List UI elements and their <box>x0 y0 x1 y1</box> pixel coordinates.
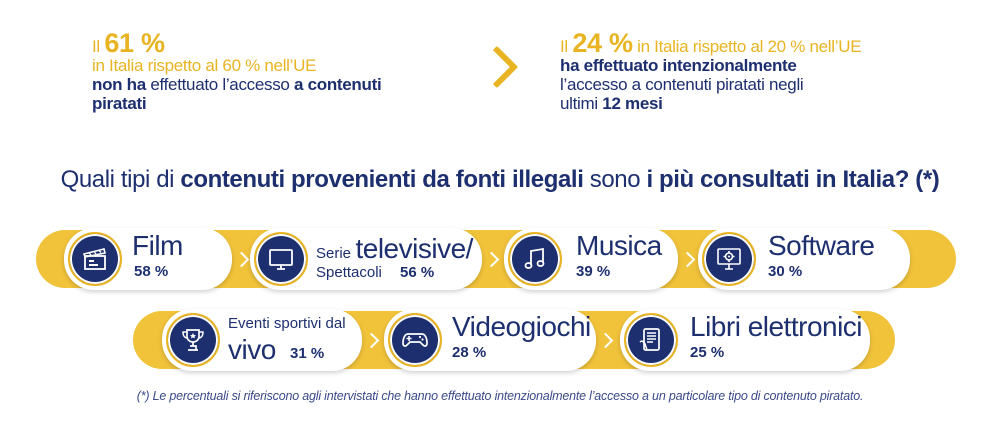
stat-left-line4: piratati <box>92 94 147 113</box>
category-musica: Musica 39 % <box>504 228 678 290</box>
category-software-pct: 30 % <box>768 263 803 280</box>
category-libri: Libri elettronici 25 % <box>620 309 870 371</box>
category-serie-sub: Spettacoli <box>316 264 382 281</box>
category-libri-name: Libri elettronici <box>690 311 863 342</box>
question-part-d: i più consultati in Italia? (*) <box>646 166 940 193</box>
gear-monitor-icon <box>702 232 756 286</box>
category-serie-name: televisive/ <box>355 233 473 264</box>
category-videogiochi-pct: 28 % <box>452 344 487 361</box>
footnote: (*) Le percentuali si riferiscono agli i… <box>136 389 864 403</box>
category-serie-title: Serie televisive/ <box>316 233 473 265</box>
category-musica-pct: 39 % <box>576 263 611 280</box>
stat-left-bold-b: a contenuti <box>294 75 382 94</box>
stat-left-bold-a: non ha <box>92 75 146 94</box>
music-note-icon <box>508 232 562 286</box>
stat-left-prefix: Il <box>92 37 100 56</box>
ebook-icon <box>624 313 678 367</box>
category-eventi-line1: Eventi sportivi dal <box>228 315 346 332</box>
gamepad-icon <box>388 313 442 367</box>
stat-right-suffix: in Italia rispetto al 20 % nell’UE <box>632 37 862 56</box>
stat-right: Il 24 % in Italia rispetto al 20 % nell’… <box>560 30 862 114</box>
question-part-a: Quali tipi di <box>60 166 181 193</box>
stat-right-value: 24 % <box>572 28 633 58</box>
stat-left-mid: effettuato l’accesso <box>145 75 294 94</box>
category-eventi: Eventi sportivi dal vivo 31 % <box>162 309 362 371</box>
stat-left: Il 61 % in Italia rispetto al 60 % nell’… <box>92 30 382 114</box>
category-serie-pct: 56 % <box>400 264 435 281</box>
category-software-name: Software <box>768 230 875 261</box>
category-musica-name: Musica <box>576 230 662 261</box>
stat-right-line2: ha effettuato intenzionalmente <box>560 56 797 75</box>
stat-left-comparison: in Italia rispetto al 60 % nell’UE <box>92 56 317 75</box>
question-part-c: sono <box>583 166 647 193</box>
category-film-pct: 58 % <box>134 263 169 280</box>
category-videogiochi-name: Videogiochi <box>452 311 591 342</box>
category-serie-prefix: Serie <box>316 245 352 262</box>
stat-right-prefix: Il <box>560 37 568 56</box>
category-software: Software 30 % <box>698 228 910 290</box>
category-eventi-name: vivo <box>228 334 276 365</box>
category-videogiochi: Videogiochi 28 % <box>384 309 596 371</box>
category-eventi-pct: 31 % <box>290 345 325 362</box>
chevron-right-icon <box>475 45 519 89</box>
question-heading: Quali tipi di contenuti provenienti da f… <box>0 166 1000 194</box>
category-serie: Serie televisive/ Spettacoli 56 % <box>250 228 482 290</box>
stat-right-line4-b: 12 mesi <box>602 94 663 113</box>
trophy-icon <box>166 313 220 367</box>
category-film: Film 58 % <box>64 228 232 290</box>
question-part-b: contenuti provenienti da fonti illegali <box>180 166 584 193</box>
category-film-name: Film <box>132 230 183 261</box>
stat-right-line4-a: ultimi <box>560 94 603 113</box>
stat-right-line3: l’accesso a contenuti piratati negli <box>560 75 804 94</box>
clapperboard-icon <box>68 232 122 286</box>
stat-left-value: 61 % <box>104 28 165 58</box>
tv-icon <box>254 232 308 286</box>
category-libri-pct: 25 % <box>690 344 725 361</box>
